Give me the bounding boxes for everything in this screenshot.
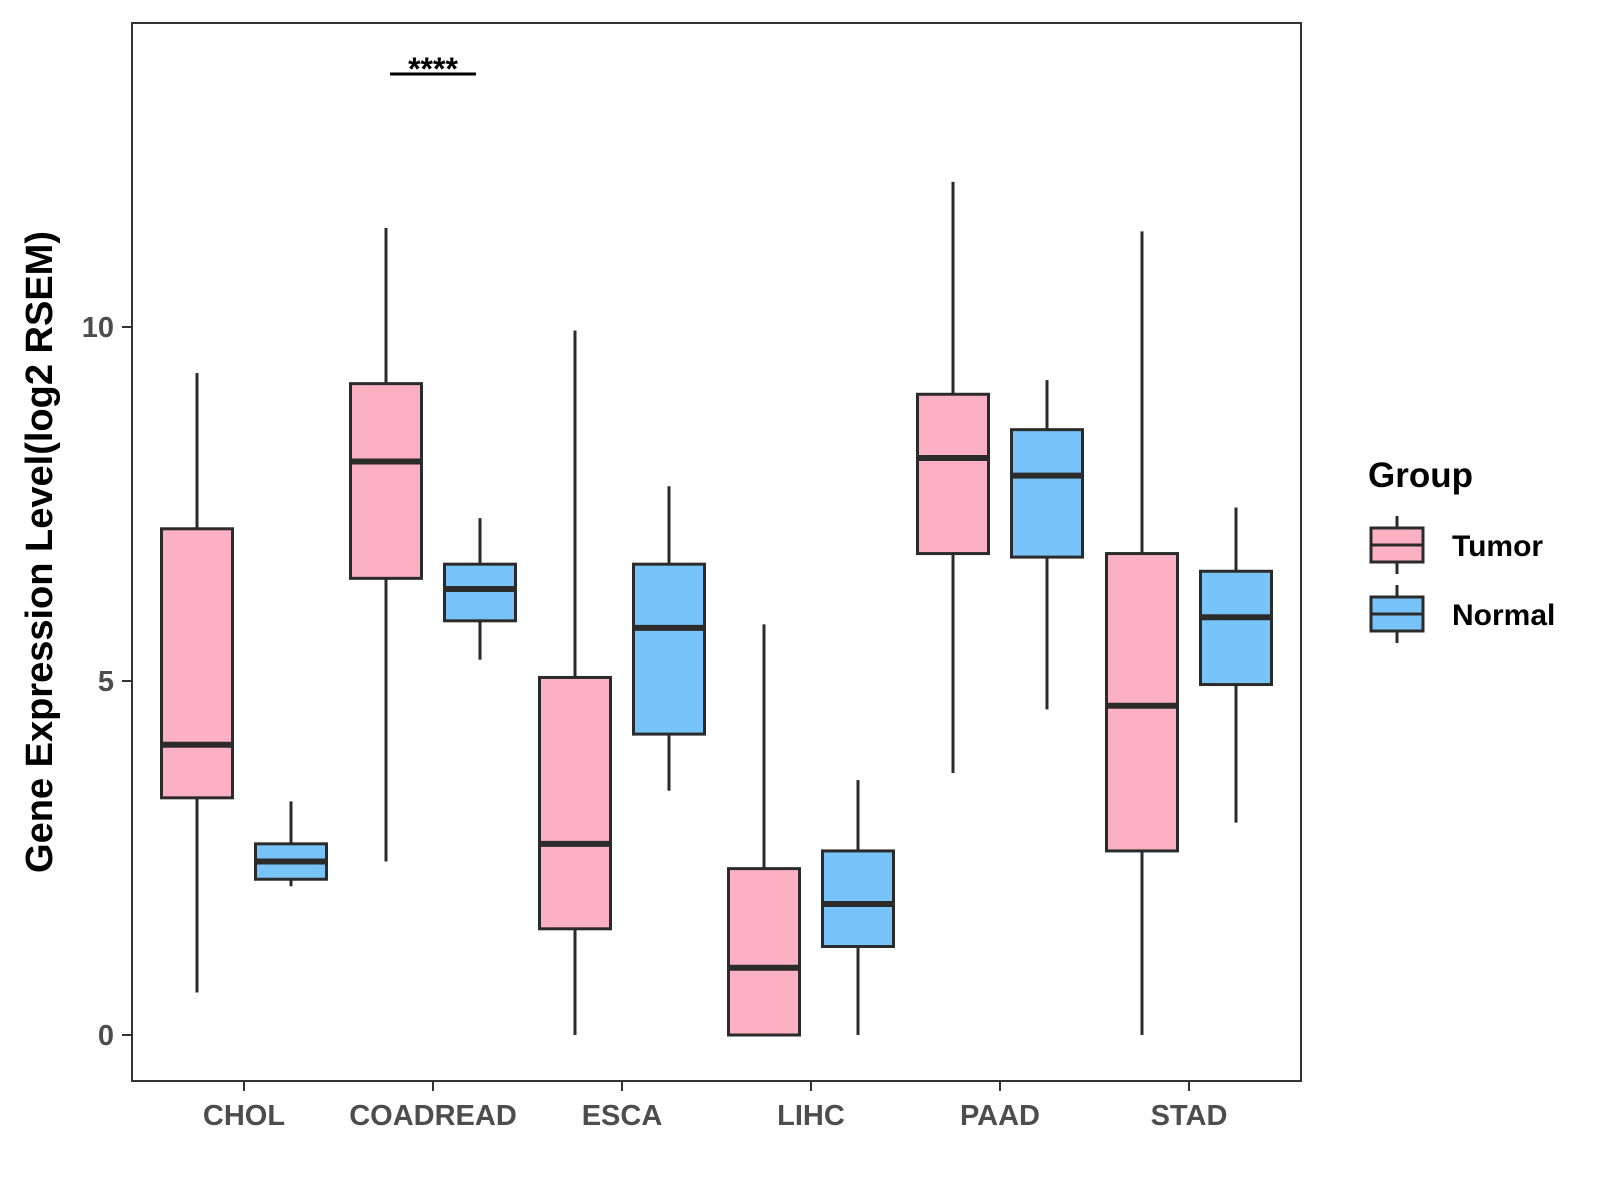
y-tick-label: 0 [98, 1020, 114, 1052]
box-body [538, 675, 612, 931]
plot-panel-border [131, 22, 1302, 1082]
box-body [727, 867, 801, 1037]
normal-box-stad [1199, 507, 1273, 823]
x-tick-label: CHOL [203, 1100, 285, 1132]
x-tick-label: LIHC [777, 1100, 845, 1132]
x-tick-label: STAD [1151, 1100, 1228, 1132]
box-body [632, 562, 706, 736]
box-body [349, 382, 423, 580]
tumor-box-lihc [727, 624, 801, 1037]
box-body [1010, 428, 1084, 559]
tumor-box-paad [916, 181, 990, 774]
box-body [160, 527, 234, 800]
y-tick-label: 5 [98, 666, 114, 698]
tumor-box-stad [1105, 231, 1179, 1035]
box-body [443, 562, 517, 623]
box-body [1199, 569, 1273, 687]
x-tick-label: ESCA [582, 1100, 663, 1132]
legend-item-tumor: Tumor [1369, 516, 1543, 574]
normal-box-chol [254, 801, 328, 887]
significance-annotations: **** [390, 51, 476, 87]
legend-title: Group [1368, 456, 1473, 495]
y-tick-label: 10 [82, 312, 114, 344]
normal-box-esca [632, 486, 706, 791]
x-axis: CHOL COADREAD ESCA LIHC PAAD STAD [203, 1081, 1227, 1132]
normal-box-lihc [821, 780, 895, 1035]
legend-label: Normal [1452, 599, 1555, 632]
legend: Group Tumor Normal [1368, 456, 1555, 643]
box-body [1105, 552, 1179, 853]
box-body [821, 849, 895, 948]
tumor-box-esca [538, 330, 612, 1035]
legend-item-normal: Normal [1369, 585, 1555, 643]
legend-label: Tumor [1452, 530, 1543, 563]
normal-box-paad [1010, 380, 1084, 710]
tumor-box-chol [160, 373, 234, 993]
tumor-box-coadread [349, 227, 423, 862]
box-body [916, 392, 990, 556]
significance-label: **** [408, 51, 458, 87]
x-tick-label: COADREAD [349, 1100, 517, 1132]
y-axis-title: Gene Expression Level(log2 RSEM) [19, 231, 61, 873]
box-group [160, 181, 1273, 1037]
x-tick-label: PAAD [960, 1100, 1040, 1132]
y-axis: 0 5 10 [82, 312, 132, 1052]
normal-box-coadread [443, 518, 517, 660]
